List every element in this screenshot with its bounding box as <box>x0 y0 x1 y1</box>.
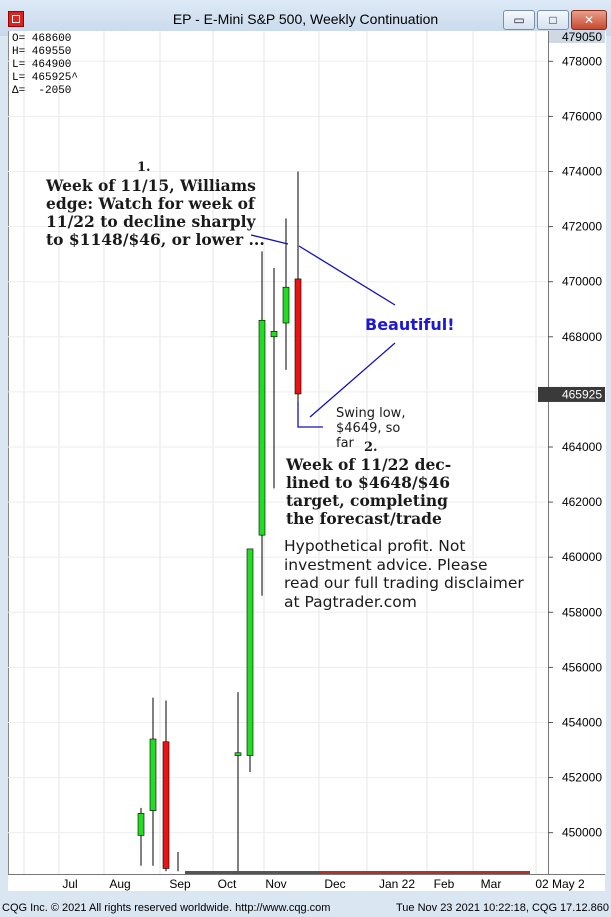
open-value: O= 468600 <box>12 33 72 45</box>
y-tick-label: 450000 <box>562 826 602 840</box>
copyright-text: CQG Inc. © 2021 All rights reserved worl… <box>2 902 331 914</box>
minimize-button[interactable]: ▭ <box>503 10 535 30</box>
y-tick-label: 476000 <box>562 109 602 123</box>
annotation-number-2: 2. <box>364 440 378 455</box>
forecast-pointer-line <box>250 234 289 245</box>
y-tick-label: 470000 <box>562 275 602 289</box>
candle-body <box>258 319 266 536</box>
y-tick-label: 474000 <box>562 165 602 179</box>
status-bar: CQG Inc. © 2021 All rights reserved worl… <box>0 900 611 917</box>
x-tick-label: Oct <box>218 877 237 891</box>
beautiful-pointer-line-upper <box>298 245 396 306</box>
timestamp-text: Tue Nov 23 2021 10:22:18, CQG 17.12.860 <box>395 902 609 914</box>
y-tick-label: 458000 <box>562 605 602 619</box>
window-title: EP - E-Mini S&P 500, Weekly Continuation <box>172 11 439 27</box>
forecast-line: 11/22 to decline sharply <box>46 212 256 231</box>
swing-low-annotation: Swing low, $4649, so far <box>336 406 405 451</box>
last-price-box <box>538 386 605 402</box>
disclaimer-line: Hypothetical profit. Not <box>284 537 466 555</box>
forecast-line: edge: Watch for week of <box>46 194 255 213</box>
y-tick-label: 464000 <box>562 440 602 454</box>
candles <box>137 171 302 872</box>
last-price-label: 465925 <box>562 387 602 401</box>
x-tick-label: Nov <box>265 877 286 891</box>
y-tick-label: 454000 <box>562 715 602 729</box>
change-value: Δ= -2050 <box>12 85 72 97</box>
swing-line: $4649, so <box>336 421 401 436</box>
candle-body <box>294 278 302 395</box>
result-line: target, completing <box>286 491 448 510</box>
x-tick-label: Jan 22 <box>379 877 415 891</box>
forecast-annotation: Week of 11/15, Williams edge: Watch for … <box>46 177 265 249</box>
low-value: L= 464900 <box>12 59 72 71</box>
app-icon[interactable] <box>8 11 24 27</box>
forecast-line: Week of 11/15, Williams <box>46 176 256 195</box>
candle-body <box>282 286 290 324</box>
result-line: Week of 11/22 dec- <box>286 455 452 474</box>
x-tick-label: Feb <box>434 877 455 891</box>
y-tick-label: 460000 <box>562 550 602 564</box>
disclaimer-line: read our full trading disclaimer <box>284 574 524 592</box>
result-line: lined to $4648/$46 <box>286 473 450 492</box>
candle-body <box>137 813 145 836</box>
close-button[interactable]: ✕ <box>571 10 607 30</box>
x-tick-label: Sep <box>169 877 191 891</box>
x-tick-label: Dec <box>324 877 345 891</box>
beautiful-annotation: Beautiful! <box>365 315 455 334</box>
y-tick-label: 452000 <box>562 771 602 785</box>
time-axis[interactable] <box>8 874 605 891</box>
disclaimer-line: at Pagtrader.com <box>284 592 417 611</box>
swing-line: Swing low, <box>336 406 406 421</box>
swing-line: far <box>336 436 354 451</box>
result-annotation: Week of 11/22 dec- lined to $4648/$46 ta… <box>286 456 451 528</box>
restore-button[interactable]: □ <box>537 10 569 30</box>
last-value: L= 465925^ <box>12 72 79 84</box>
title-bar[interactable]: EP - E-Mini S&P 500, Weekly Continuation… <box>0 0 611 36</box>
y-top-label-box <box>549 31 605 43</box>
x-tick-label: Aug <box>109 877 130 891</box>
candle-body <box>246 548 254 756</box>
y-tick-label: 468000 <box>562 330 602 344</box>
annotation-number-1: 1. <box>137 160 151 175</box>
y-tick-label: 456000 <box>562 660 602 674</box>
y-tick-label: 462000 <box>562 495 602 509</box>
ohlc-readout: O= 468600 H= 469550 L= 464900 L= 465925^… <box>12 33 78 98</box>
candle-body <box>270 330 278 338</box>
y-tick-label: 472000 <box>562 220 602 234</box>
future-band-accent <box>320 871 530 874</box>
candle-body <box>162 741 170 869</box>
x-tick-label: 02 May 2 <box>535 877 585 891</box>
y-tick-label: 478000 <box>562 54 602 68</box>
beautiful-pointer-line-lower <box>309 342 396 418</box>
x-tick-label: Jul <box>62 877 77 891</box>
high-value: H= 469550 <box>12 46 72 58</box>
swing-low-marker <box>297 402 323 428</box>
result-line: the forecast/trade <box>286 509 442 528</box>
y-top-label: 479050 <box>562 30 602 44</box>
disclaimer-line: investment advice. Please <box>284 555 488 574</box>
candle-body <box>149 738 157 811</box>
candle-body <box>234 752 242 756</box>
disclaimer-annotation: Hypothetical profit. Not investment advi… <box>284 537 524 611</box>
annotation-lines <box>250 234 396 428</box>
x-tick-label: Mar <box>481 877 502 891</box>
forecast-line: to $1148/$46, or lower ... <box>46 230 265 249</box>
price-axis[interactable] <box>548 31 606 874</box>
chart-grid <box>8 31 548 874</box>
axis-labels: 450000 452000 454000 456000 458000 460000 4620… <box>62 30 605 891</box>
